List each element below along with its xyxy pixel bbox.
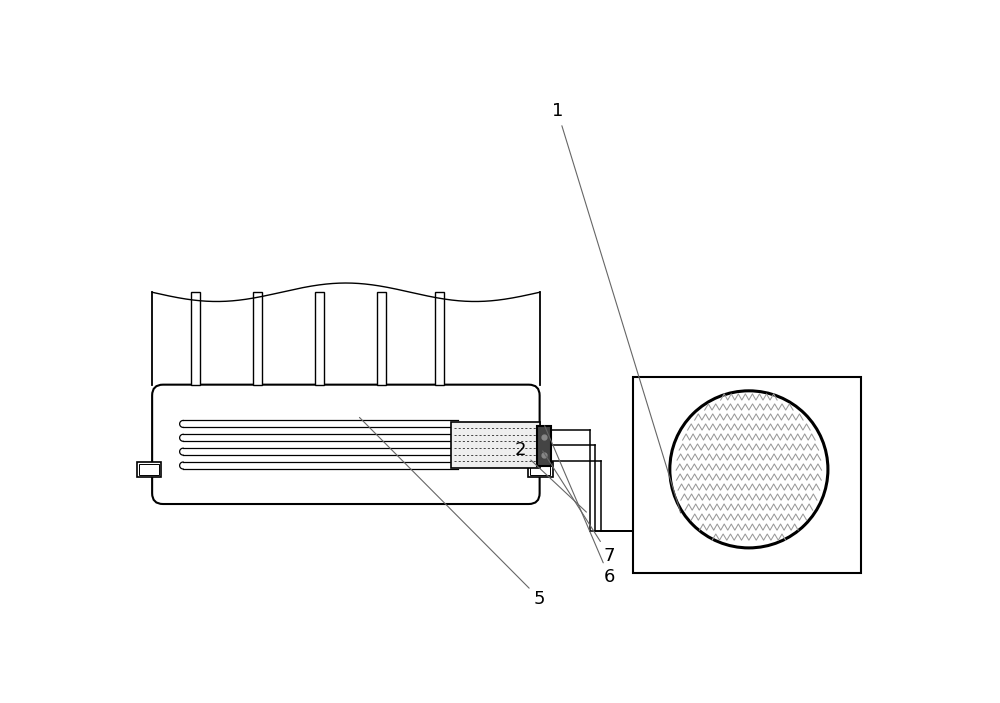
FancyBboxPatch shape [152,385,540,504]
Bar [530,464,550,475]
Bar [315,292,324,385]
Bar [377,292,386,385]
Bar [450,422,540,467]
Bar [137,462,161,477]
Bar [139,464,159,475]
Bar [253,292,262,385]
Bar [633,377,861,574]
Text: 7: 7 [543,451,615,565]
Bar [537,426,551,466]
Text: 1: 1 [552,103,681,513]
Text: 5: 5 [359,418,545,607]
Text: 6: 6 [545,426,615,586]
Bar [191,292,200,385]
Text: 2: 2 [514,441,586,512]
Bar [528,462,553,477]
Circle shape [670,391,828,548]
Bar [435,292,444,385]
